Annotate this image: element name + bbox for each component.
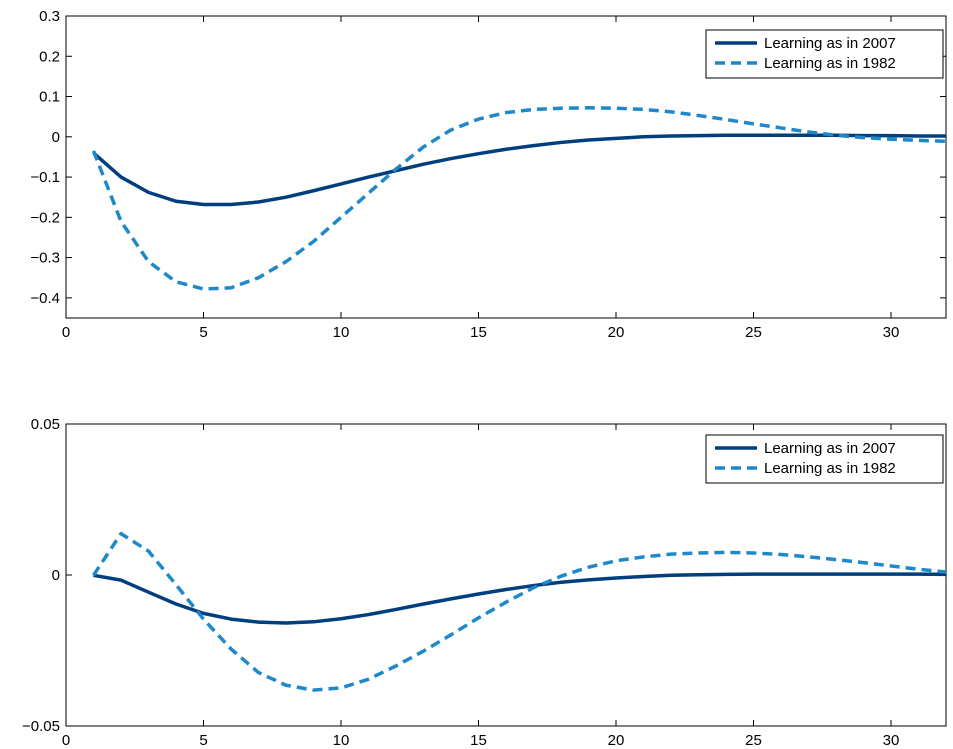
x-tick-label: 30 [883,732,900,749]
x-tick-label: 5 [199,732,207,749]
y-tick-label: 0.2 [39,48,60,65]
y-tick-label: −0.2 [30,209,60,226]
x-tick-label: 25 [745,324,762,341]
top-chart: 0 5 10 15 20 25 30 0.3 0.2 0.1 0 −0.1 −0.2 −0.3 −0.4 Le… [30,8,947,341]
x-tick-label: 20 [608,732,625,749]
y-tick-label: −0.3 [30,250,60,267]
legend-box [705,434,944,484]
x-tick-label: 5 [199,324,207,341]
legend-label: Learning as in 2007 [764,35,896,52]
series-line-2007 [93,572,946,625]
legend: Learning as in 2007 Learning as in 1982 [705,29,944,79]
legend-label: Learning as in 1982 [764,55,896,72]
legend-box [705,29,944,79]
x-tick-label: 15 [470,732,487,749]
legend-label: Learning as in 1982 [764,460,896,477]
y-tick-label: −0.1 [30,169,60,186]
y-tick-label: 0.1 [39,89,60,106]
plot-frame [65,15,947,319]
legend: Learning as in 2007 Learning as in 1982 [705,434,944,484]
legend-label: Learning as in 2007 [764,440,896,457]
x-tick-label: 25 [745,732,762,749]
x-tick-label: 30 [883,324,900,341]
y-tick-label: −0.05 [22,718,60,735]
x-tick-label: 0 [62,324,70,341]
y-tick-label: 0 [52,567,60,584]
y-tick-label: 0 [52,129,60,146]
x-tick-label: 10 [333,732,350,749]
y-tick-label: −0.4 [30,290,60,307]
x-tick-label: 0 [62,732,70,749]
series-line-1982 [92,531,946,692]
series-line-2007 [92,133,946,207]
x-tick-label: 20 [608,324,625,341]
y-tick-label: 0.3 [39,8,60,25]
x-tick-label: 15 [470,324,487,341]
x-tick-label: 10 [333,324,350,341]
y-tick-label: 0.05 [31,416,60,433]
